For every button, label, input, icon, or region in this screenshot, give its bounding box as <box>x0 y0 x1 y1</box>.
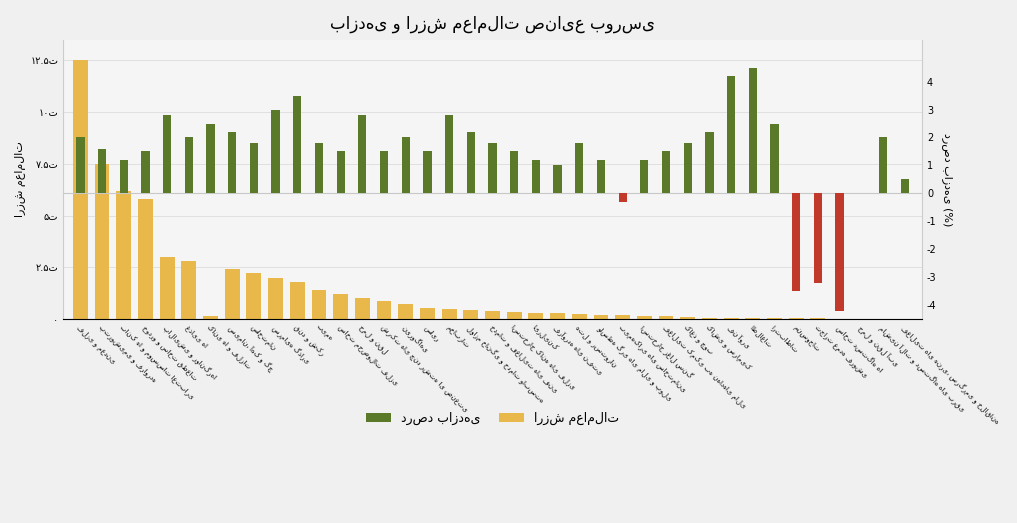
Bar <box>445 115 454 194</box>
Bar <box>659 316 673 319</box>
Bar <box>683 143 692 194</box>
Bar <box>163 115 171 194</box>
Bar <box>814 194 822 282</box>
Bar <box>138 199 153 319</box>
Bar <box>771 123 779 194</box>
Bar <box>485 311 500 319</box>
Bar <box>185 138 193 194</box>
Bar <box>73 61 87 319</box>
Bar <box>380 152 388 194</box>
Bar <box>597 160 605 194</box>
Bar <box>576 143 584 194</box>
Bar <box>206 123 215 194</box>
Y-axis label: درصد بازدهی (%): درصد بازدهی (%) <box>943 133 953 226</box>
Bar <box>879 138 887 194</box>
Bar <box>181 261 196 319</box>
Bar <box>749 67 757 194</box>
Bar <box>76 138 84 194</box>
Bar <box>120 160 128 194</box>
Bar <box>95 164 110 319</box>
Bar <box>680 317 696 319</box>
Bar <box>250 143 258 194</box>
Bar <box>767 318 782 319</box>
Bar <box>334 294 348 319</box>
Bar <box>337 152 345 194</box>
Bar <box>315 143 323 194</box>
Bar <box>724 317 738 319</box>
Bar <box>311 290 326 319</box>
Bar <box>441 309 457 319</box>
Title: بازدهی و ارزش معاملات صنایع بورسی: بازدهی و ارزش معاملات صنایع بورسی <box>331 15 655 33</box>
Bar <box>246 274 261 319</box>
Bar <box>745 318 761 319</box>
Bar <box>572 314 587 319</box>
Bar <box>706 132 714 194</box>
Bar <box>792 194 800 291</box>
Bar <box>641 160 649 194</box>
Bar <box>355 298 370 319</box>
Bar <box>358 115 366 194</box>
Bar <box>615 315 631 319</box>
Bar <box>225 269 240 319</box>
Bar <box>553 165 561 194</box>
Bar <box>594 315 608 319</box>
Bar <box>376 301 392 319</box>
Bar <box>272 110 280 194</box>
Bar <box>529 313 543 319</box>
Bar <box>618 194 626 202</box>
Bar <box>420 308 435 319</box>
Bar <box>727 76 735 194</box>
Bar <box>637 316 652 319</box>
Bar <box>98 149 106 194</box>
Bar <box>900 179 909 194</box>
Bar <box>662 152 670 194</box>
Bar <box>550 313 565 319</box>
Legend: درصد بازدهی, ارزش معاملات: درصد بازدهی, ارزش معاملات <box>361 407 624 430</box>
Bar <box>399 304 413 319</box>
Bar <box>506 312 522 319</box>
Bar <box>116 191 131 319</box>
Bar <box>488 143 496 194</box>
Bar <box>702 317 717 319</box>
Bar <box>511 152 519 194</box>
Bar <box>467 132 475 194</box>
Y-axis label: ارزش معاملات: ارزش معاملات <box>15 141 26 218</box>
Bar <box>464 310 478 319</box>
Bar <box>836 194 844 311</box>
Bar <box>268 278 283 319</box>
Bar <box>228 132 236 194</box>
Bar <box>141 152 149 194</box>
Bar <box>402 138 410 194</box>
Bar <box>203 316 218 319</box>
Bar <box>293 96 301 194</box>
Bar <box>160 257 175 319</box>
Bar <box>532 160 540 194</box>
Bar <box>290 282 305 319</box>
Bar <box>423 152 431 194</box>
